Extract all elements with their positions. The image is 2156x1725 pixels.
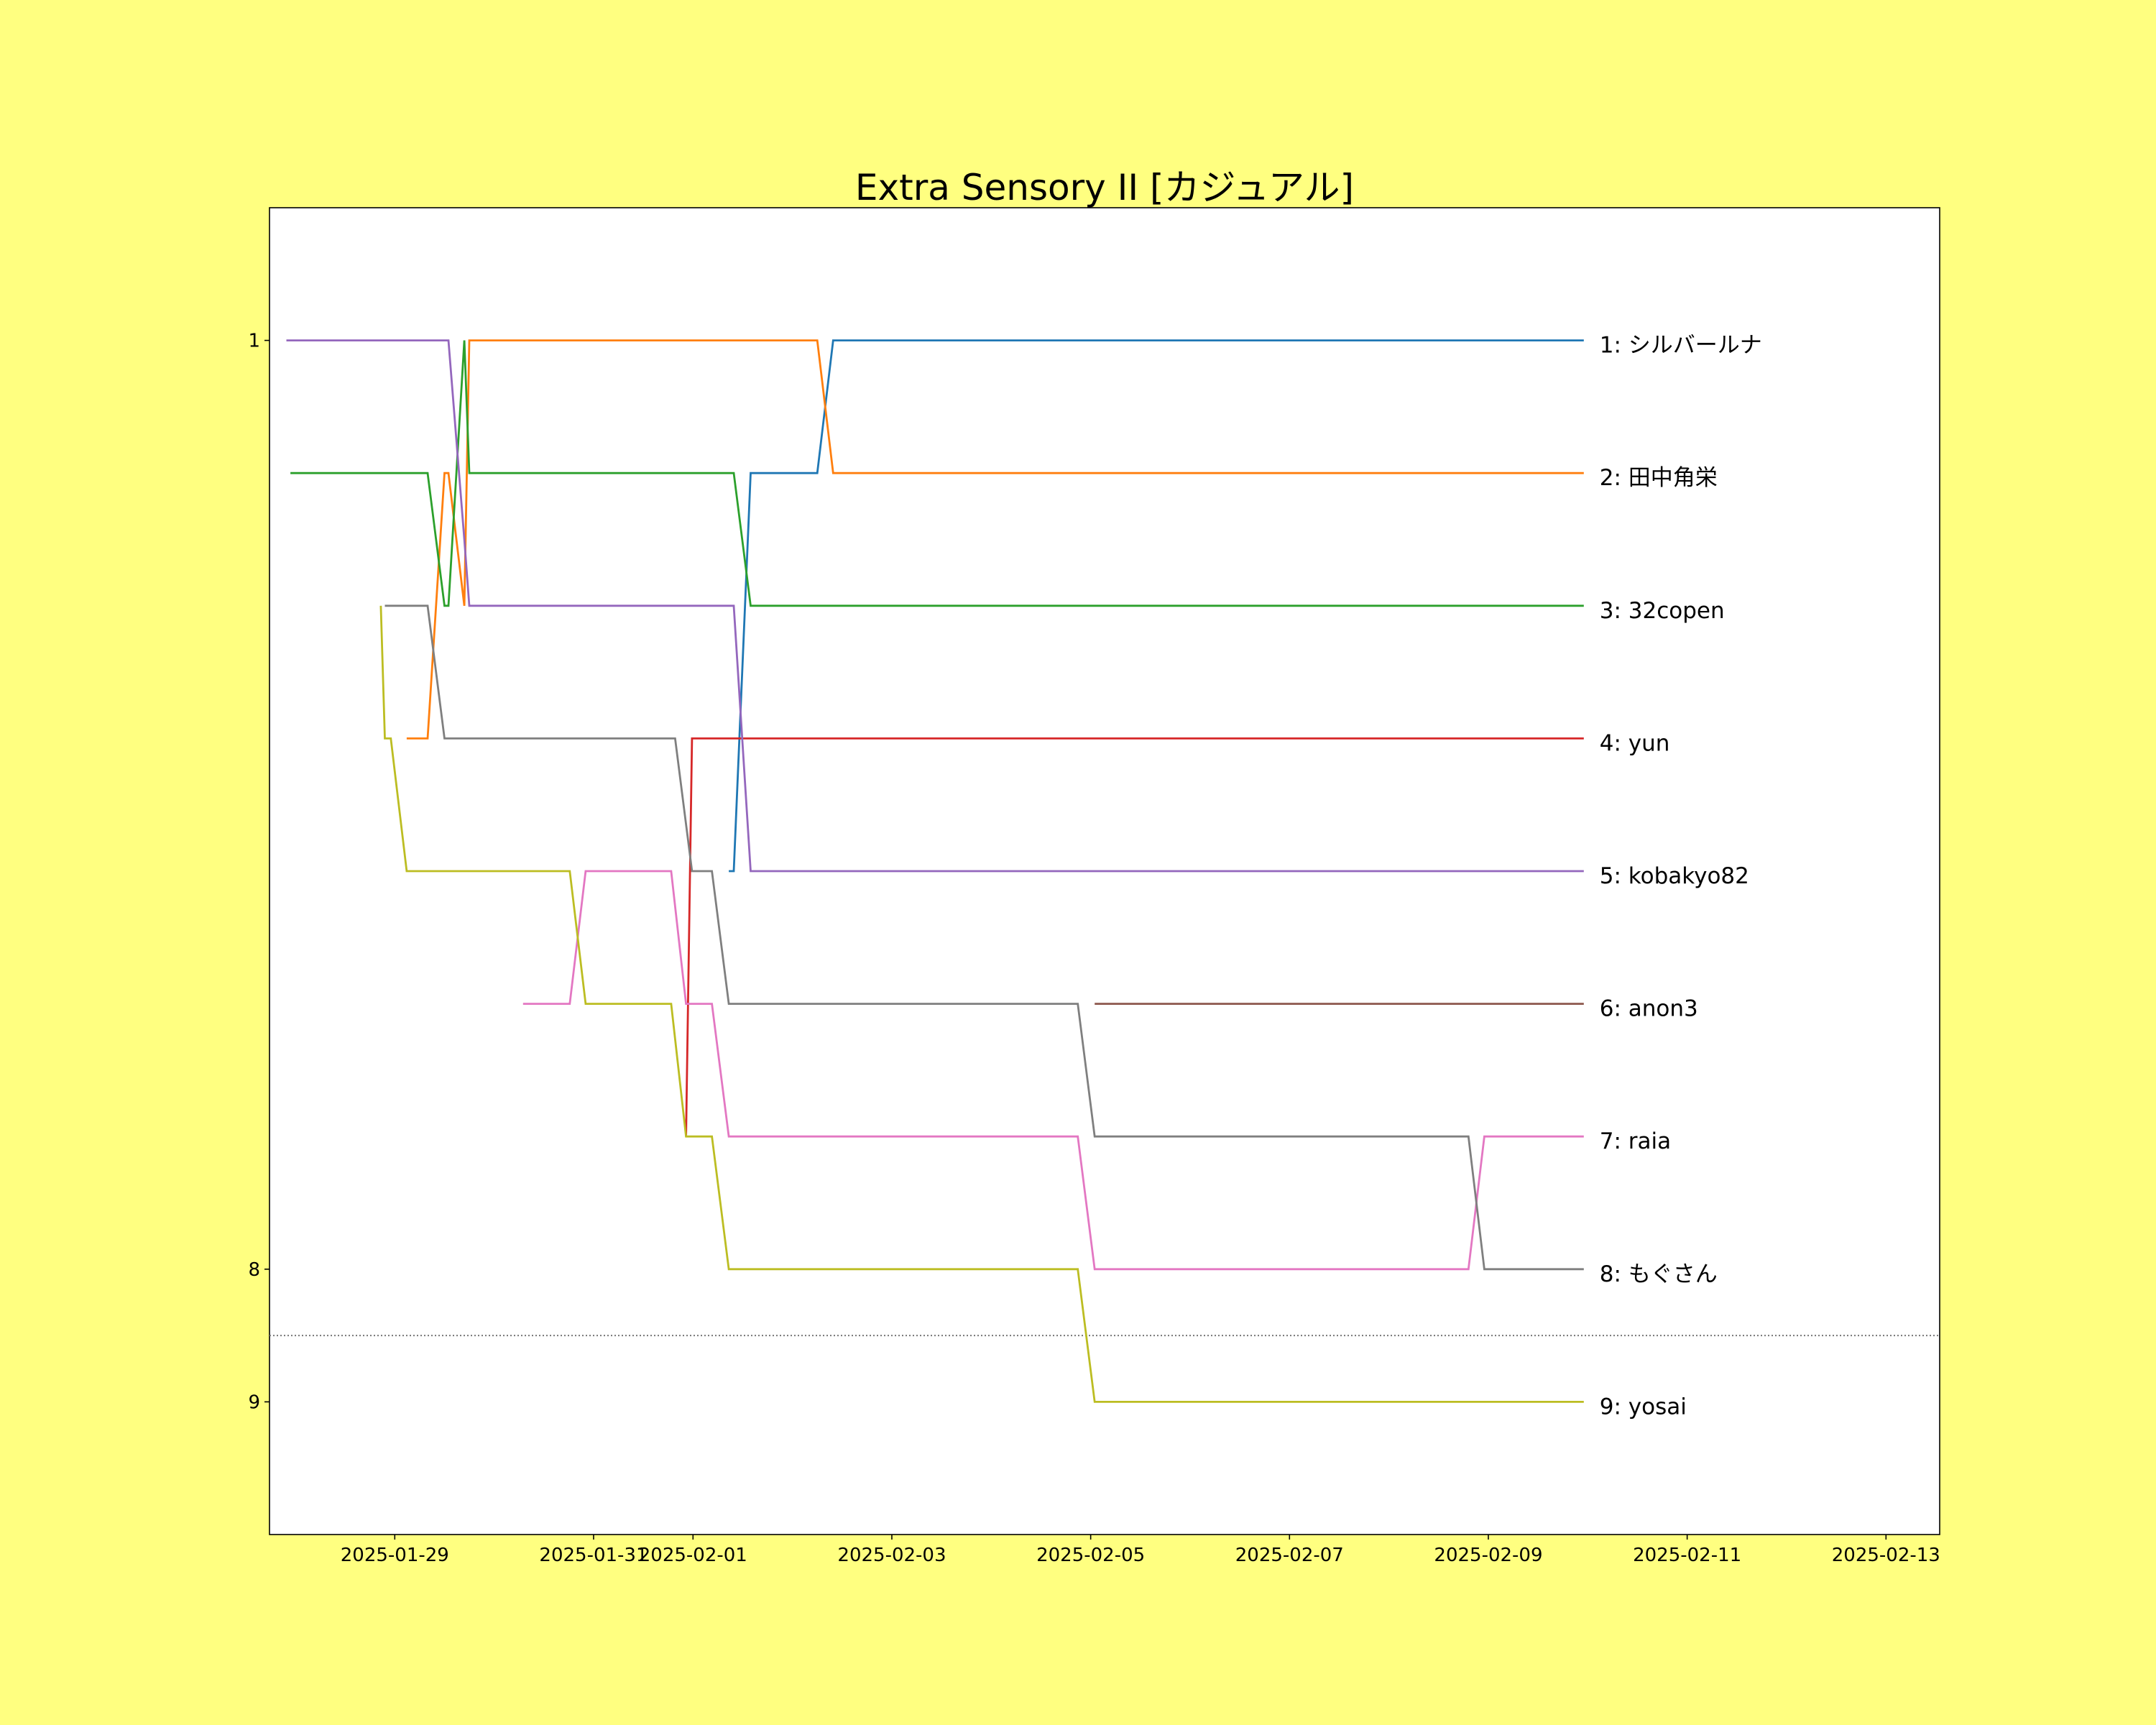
series-end-label: 7: raia	[1600, 1128, 1671, 1154]
series-line-1	[729, 339, 1584, 873]
x-tick-label: 2025-02-07	[1235, 1545, 1344, 1566]
x-tick-label: 2025-01-31	[539, 1545, 648, 1566]
x-tick-label: 2025-02-11	[1633, 1545, 1741, 1566]
x-tick-label: 2025-02-13	[1832, 1545, 1940, 1566]
series-line-7	[522, 870, 1584, 1271]
series-end-label: 5: kobakyo82	[1600, 863, 1749, 889]
x-tick-label: 2025-01-29	[341, 1545, 449, 1566]
y-tick-label: 9	[248, 1392, 260, 1413]
x-tick-label: 2025-02-03	[837, 1545, 946, 1566]
series-end-label: 6: anon3	[1600, 996, 1698, 1022]
series-end-label: 8: もぐさん	[1600, 1261, 1718, 1287]
series-line-5	[286, 339, 1584, 873]
series-end-label: 4: yun	[1600, 730, 1670, 756]
x-tick-label: 2025-02-05	[1036, 1545, 1145, 1566]
chart-title: Extra Sensory II [カジュアル]	[855, 167, 1354, 208]
x-tick-label: 2025-02-09	[1434, 1545, 1542, 1566]
y-tick-label: 8	[248, 1259, 260, 1281]
y-tick-label: 1	[248, 331, 260, 352]
series-line-8	[384, 604, 1584, 1271]
x-tick-label: 2025-02-01	[639, 1545, 747, 1566]
series-end-label: 9: yosai	[1600, 1394, 1687, 1420]
series-end-label: 3: 32copen	[1600, 598, 1725, 624]
series-line-3	[290, 340, 1584, 607]
series-line-9	[379, 605, 1584, 1403]
series-end-label: 1: シルバールナ	[1600, 333, 1762, 359]
series-end-label: 2: 田中角栄	[1600, 465, 1718, 491]
